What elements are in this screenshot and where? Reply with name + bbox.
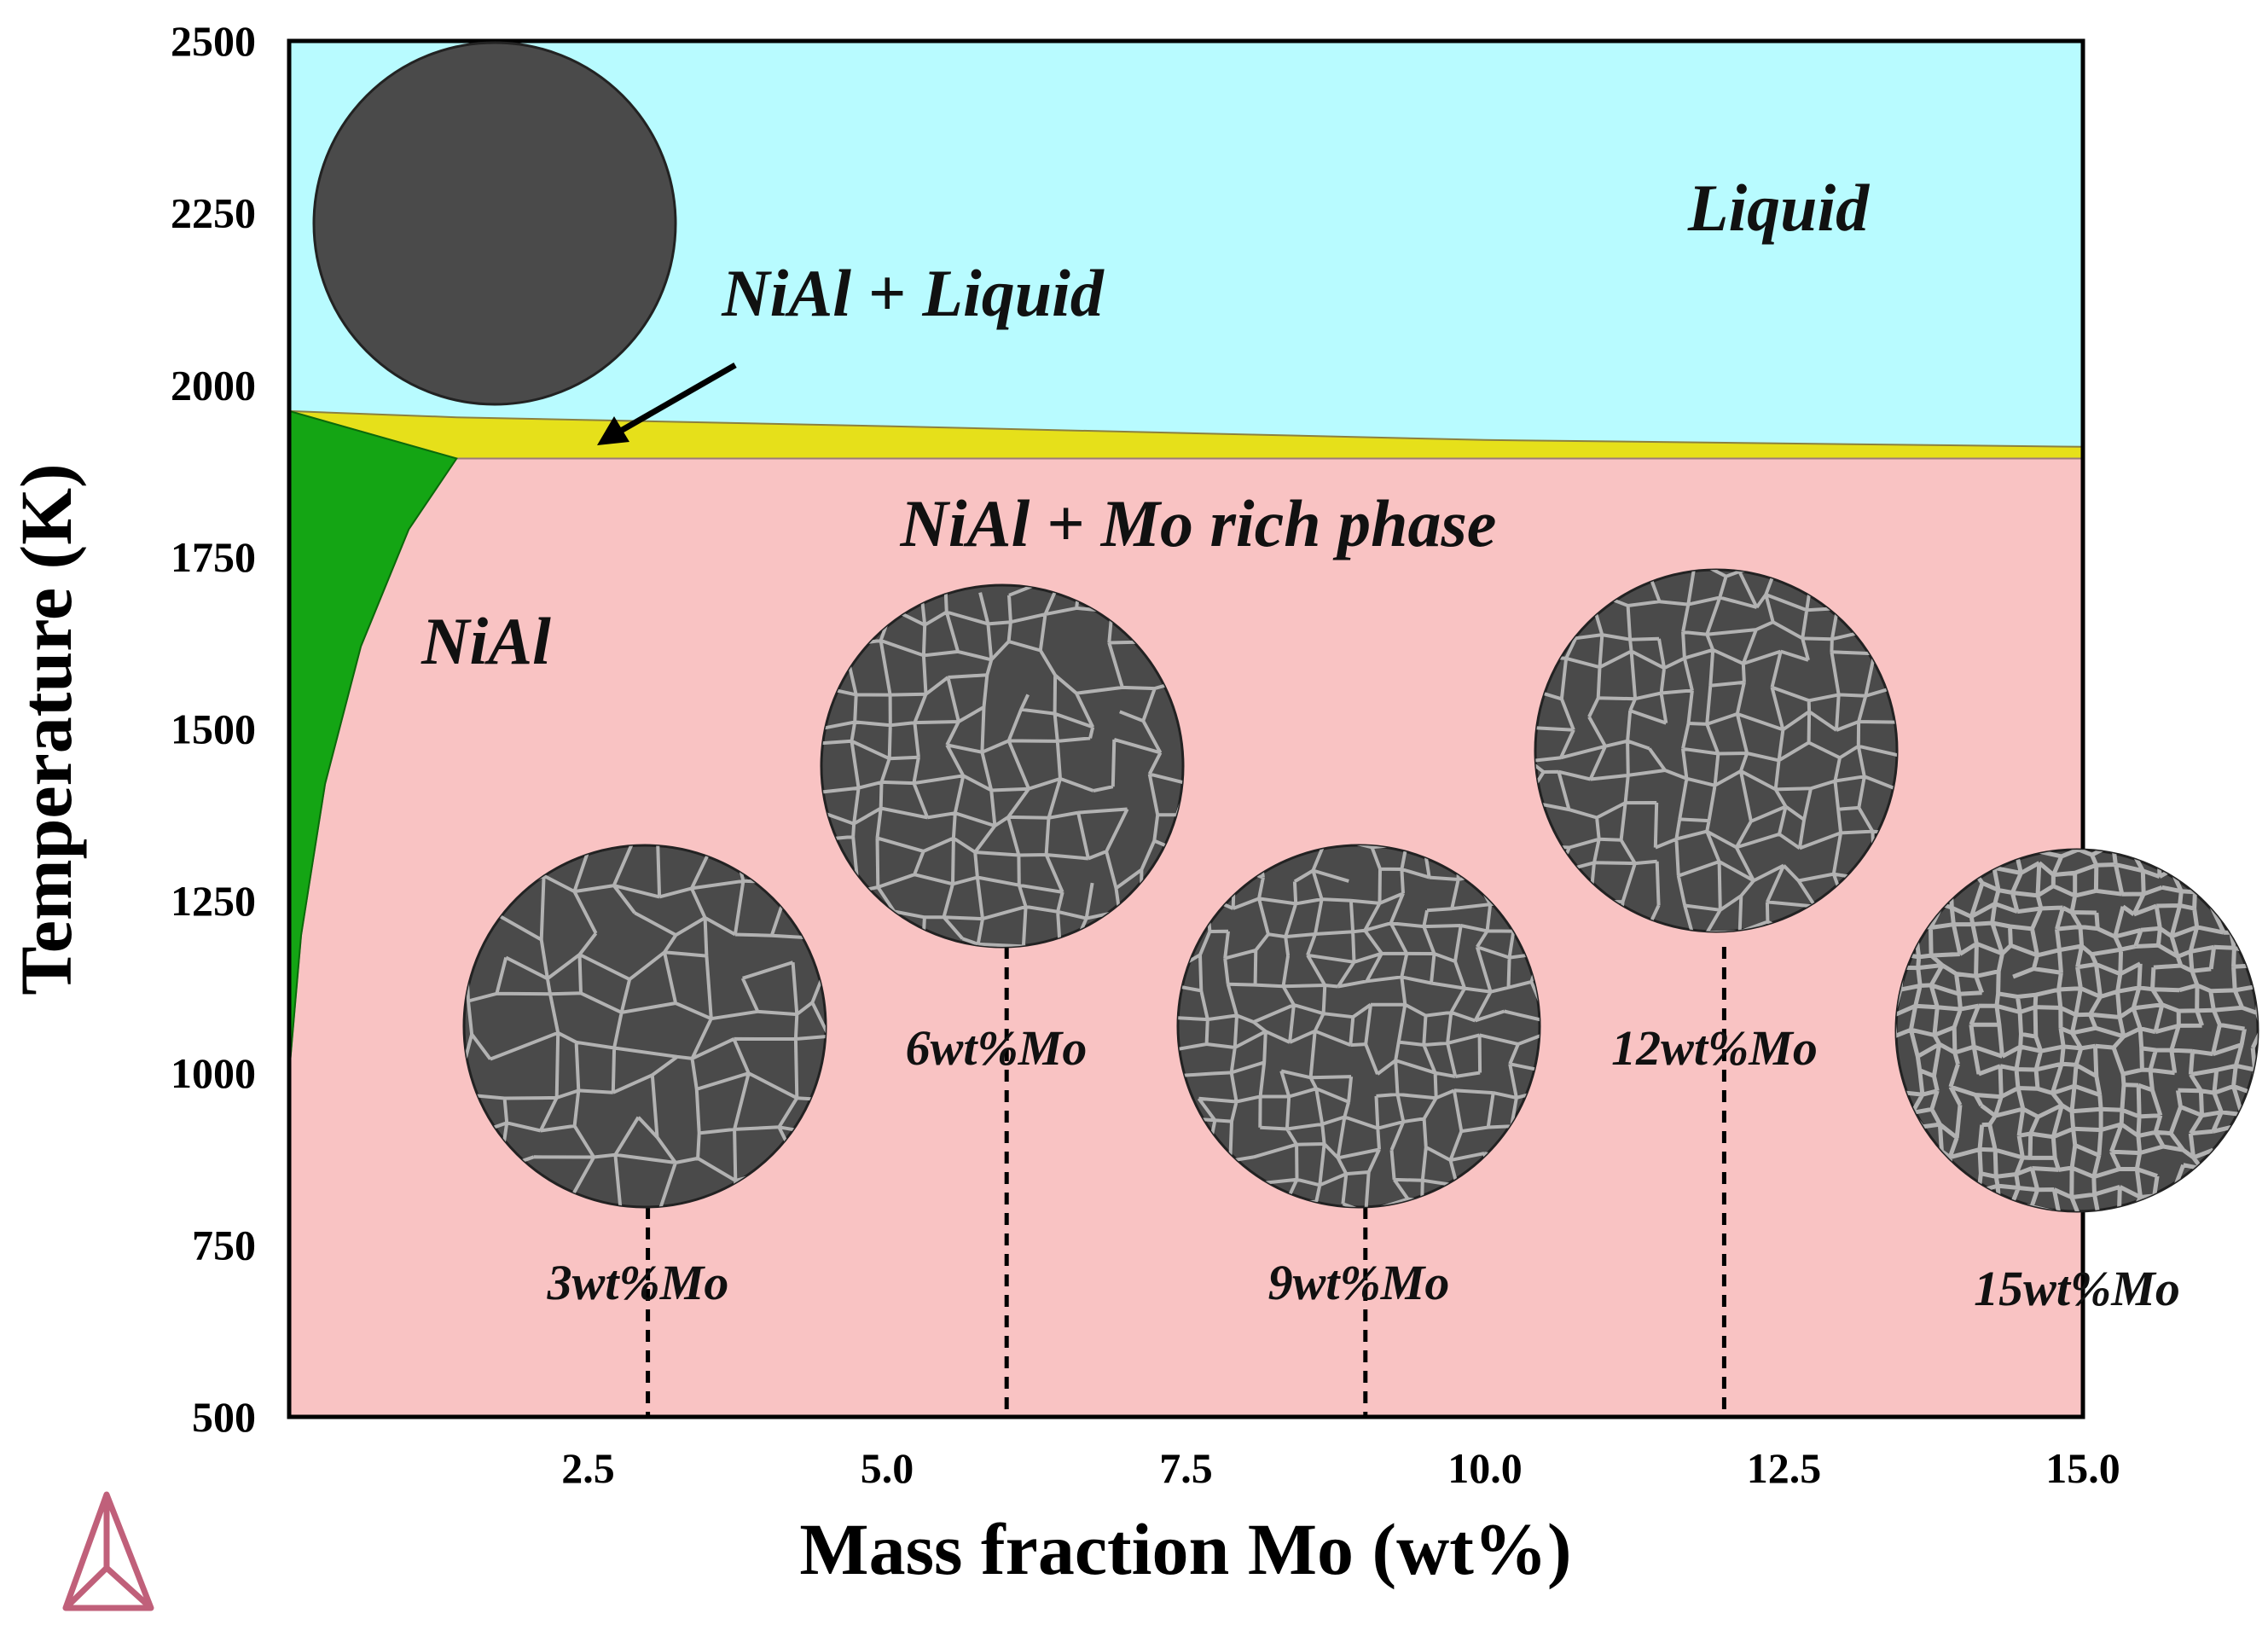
x-tick-label: 10.0: [1447, 1444, 1523, 1492]
x-tick-label: 2.5: [561, 1444, 615, 1492]
label-6wt-mo: 6wt%Mo: [906, 1020, 1088, 1076]
y-tick-label: 2000: [171, 361, 256, 409]
y-tick-label: 500: [192, 1393, 256, 1441]
label-3wt-mo: 3wt%Mo: [547, 1255, 729, 1310]
x-tick-label: 7.5: [1159, 1444, 1213, 1492]
thermocalc-logo-icon: [62, 1491, 154, 1611]
x-axis-title: Mass fraction Mo (wt%): [799, 1508, 1571, 1590]
plot-frame: [287, 38, 2085, 1419]
y-tick-label: 1500: [171, 705, 256, 753]
composition-markers: [646, 947, 1726, 1415]
y-tick-label: 2500: [171, 17, 256, 65]
x-tick-label: 15.0: [2045, 1444, 2120, 1492]
y-ticks: 2500 2250 2000 1750 1500 1250 1000 750 500: [171, 17, 256, 1441]
micrograph-3wt%Mo: [462, 844, 827, 1209]
x-tick-label: 12.5: [1747, 1444, 1822, 1492]
label-12wt-mo: 12wt%Mo: [1611, 1020, 1818, 1076]
micrograph-9wt%Mo: [1176, 844, 1541, 1209]
y-tick-label: 1750: [171, 533, 256, 581]
y-tick-label: 750: [192, 1221, 256, 1268]
y-tick-label: 1250: [171, 877, 256, 925]
micrograph-as-cast: [312, 41, 677, 406]
y-axis-title: Temperature (K): [5, 463, 87, 995]
label-nial: NiAl: [421, 604, 551, 678]
label-liquid: Liquid: [1687, 171, 1870, 245]
arrow-to-nial-liquid: [597, 362, 737, 445]
label-nial-liquid: NiAl + Liquid: [721, 256, 1105, 330]
y-tick-label: 2250: [171, 189, 256, 237]
label-9wt-mo: 9wt%Mo: [1268, 1255, 1450, 1310]
micrograph-6wt%Mo: [820, 583, 1185, 949]
x-ticks: 2.5 5.0 7.5 10.0 12.5 15.0: [561, 1444, 2120, 1492]
x-tick-label: 5.0: [861, 1444, 914, 1492]
label-nial-mo-rich: NiAl + Mo rich phase: [900, 486, 1497, 560]
micrographs: [312, 41, 2259, 1213]
label-15wt-mo: 15wt%Mo: [1974, 1261, 2180, 1316]
y-tick-label: 1000: [171, 1049, 256, 1097]
